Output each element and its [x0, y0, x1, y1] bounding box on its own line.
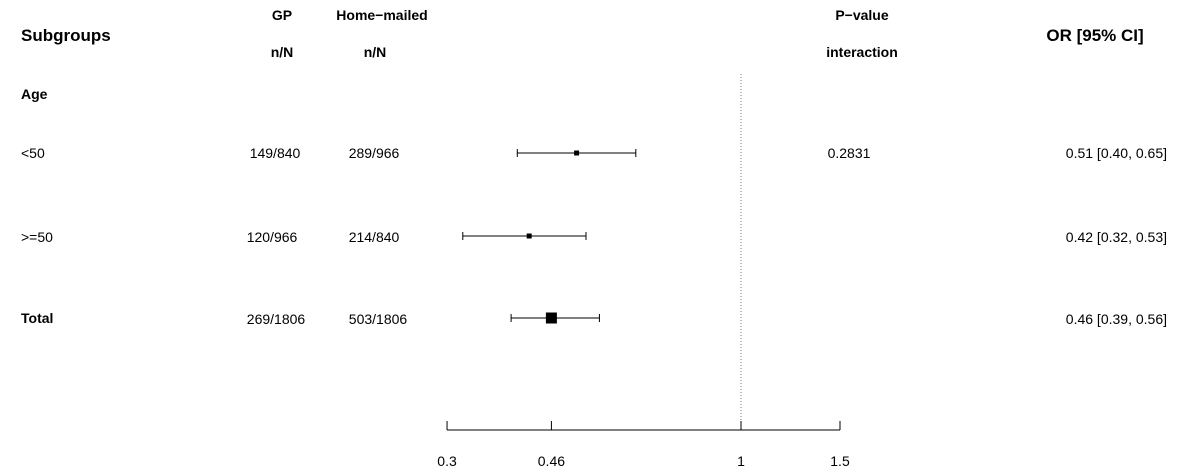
row-or-ci: 0.51 [0.40, 0.65] [1065, 145, 1167, 161]
row-gp-count: 120/966 [246, 229, 298, 245]
point-estimate [526, 233, 532, 239]
x-tick-label: 0.46 [538, 453, 565, 469]
x-tick-label: 1 [737, 453, 745, 469]
header-home-mailed: Home−mailed [336, 7, 428, 23]
point-estimate [545, 312, 557, 324]
row-pvalue: 0.2831 [827, 145, 871, 161]
row-gp-count: 269/1806 [246, 311, 306, 327]
group-label-age: Age [21, 86, 48, 102]
header-pvalue: P−value [835, 7, 889, 23]
row-gp-count: 149/840 [249, 145, 301, 161]
header-or-ci: OR [95% CI] [1046, 26, 1144, 45]
header-gp-nn: n/N [270, 44, 294, 60]
header-pvalue-interaction: interaction [826, 44, 898, 60]
header-subgroups: Subgroups [21, 26, 111, 45]
row-home-count: 503/1806 [348, 311, 408, 327]
row-or-ci: 0.46 [0.39, 0.56] [1065, 311, 1167, 327]
row-label-total: Total [21, 310, 54, 326]
row-home-count: 214/840 [348, 229, 400, 245]
header-home-nn: n/N [363, 44, 387, 60]
row-label: <50 [21, 145, 45, 161]
x-tick-label: 1.5 [830, 453, 850, 469]
point-estimate [574, 150, 580, 156]
header-gp: GP [271, 7, 293, 23]
x-tick-label: 0.3 [437, 453, 457, 469]
row-label: >=50 [21, 229, 53, 245]
row-or-ci: 0.42 [0.32, 0.53] [1065, 229, 1167, 245]
row-home-count: 289/966 [348, 145, 400, 161]
